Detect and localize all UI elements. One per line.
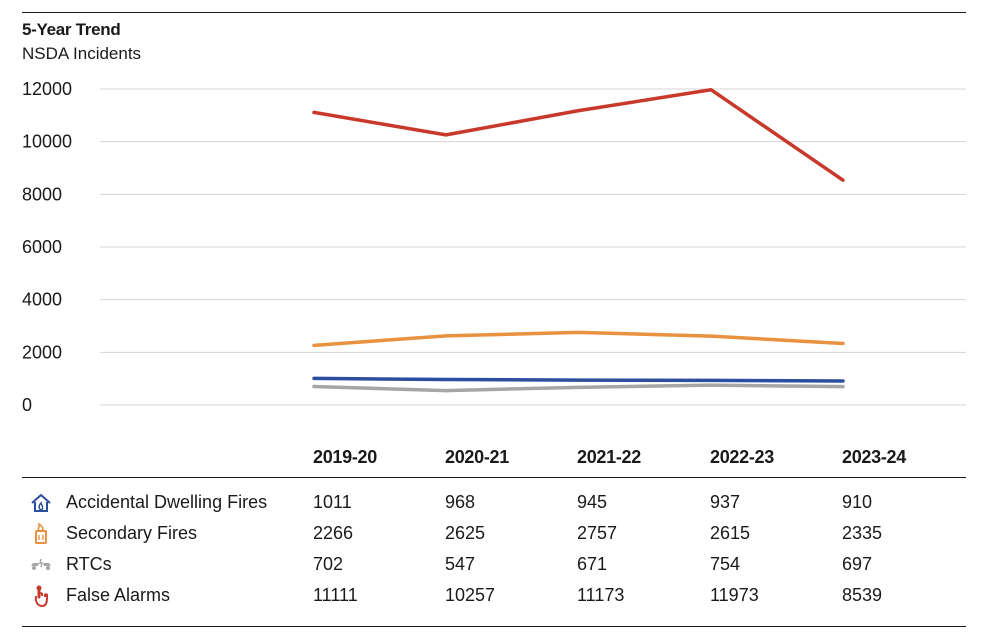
series-line-false-alarms [312, 87, 845, 182]
chart-subtitle: NSDA Incidents [22, 44, 142, 63]
year-header: 2020-21 [445, 447, 509, 467]
y-tick-label: 12000 [22, 79, 72, 99]
year-header: 2023-24 [842, 447, 906, 467]
value-cell: 11173 [577, 585, 625, 605]
y-tick-label: 2000 [22, 342, 62, 362]
value-cell: 10257 [445, 585, 496, 605]
value-cell: 968 [445, 492, 476, 512]
series-label: False Alarms [66, 585, 171, 605]
value-cell: 945 [577, 492, 608, 512]
table-divider [22, 477, 966, 478]
value-cell: 697 [842, 554, 873, 574]
value-cell: 2266 [313, 523, 354, 543]
series-label: RTCs [66, 554, 112, 574]
table-row: RTCs 702 547 671 754 697 [0, 552, 988, 582]
year-header: 2021-22 [577, 447, 641, 467]
series-label: Accidental Dwelling Fires [66, 492, 268, 512]
value-cell: 2625 [445, 523, 486, 543]
line-chart: 0 2000 4000 6000 8000 10000 12000 [22, 79, 966, 415]
value-cell: 2757 [577, 523, 618, 543]
value-cell: 937 [710, 492, 741, 512]
car-crash-icon [31, 558, 51, 570]
y-tick-label: 6000 [22, 237, 62, 257]
series-label: Secondary Fires [66, 523, 198, 543]
value-cell: 1011 [313, 492, 352, 512]
value-cell: 11973 [710, 585, 759, 605]
value-cell: 2615 [710, 523, 751, 543]
table-row: Accidental Dwelling Fires 1011 968 945 937 91… [0, 490, 988, 520]
year-header: 2022-23 [710, 447, 774, 467]
series-line-secondary-fires [312, 330, 845, 348]
table-row: Secondary Fires 2266 2625 2757 2615 2335 [0, 521, 988, 551]
alarm-hand-icon [34, 585, 48, 607]
y-tick-label: 8000 [22, 184, 62, 204]
value-cell: 11111 [313, 585, 358, 605]
bin-fire-icon [35, 523, 47, 544]
bottom-divider [22, 626, 966, 627]
y-tick-label: 4000 [22, 290, 62, 310]
value-cell: 671 [577, 554, 608, 574]
top-divider [22, 12, 966, 13]
value-cell: 702 [313, 554, 344, 574]
table-row: False Alarms 11111 10257 11173 11973 8539 [0, 583, 988, 613]
value-cell: 910 [842, 492, 873, 512]
value-cell: 2335 [842, 523, 883, 543]
series-line-rtcs [312, 383, 845, 393]
year-header: 2019-20 [313, 447, 377, 467]
chart-title: 5-Year Trend [22, 20, 121, 39]
series-line-accidental-dwelling-fires [312, 376, 845, 383]
value-cell: 754 [710, 554, 741, 574]
y-tick-label: 10000 [22, 132, 72, 152]
y-tick-label: 0 [22, 395, 32, 415]
value-cell: 8539 [842, 585, 883, 605]
house-fire-icon [31, 494, 51, 512]
value-cell: 547 [445, 554, 476, 574]
